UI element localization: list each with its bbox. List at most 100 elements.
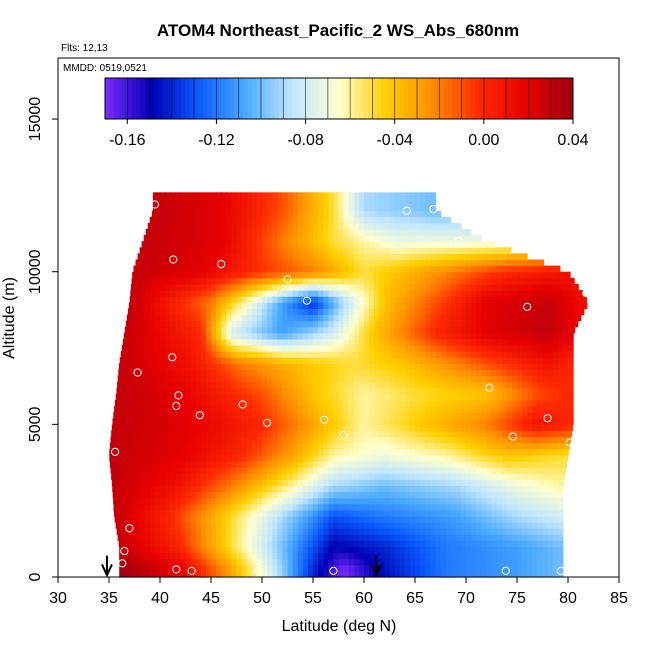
- heatmap-cell: [226, 228, 232, 236]
- heatmap-cell: [430, 540, 436, 548]
- heatmap-cell: [175, 375, 181, 383]
- heatmap-cell: [460, 283, 467, 291]
- heatmap-cell: [241, 283, 248, 291]
- heatmap-cell: [409, 338, 416, 346]
- heatmap-cell: [394, 253, 401, 261]
- heatmap-cell: [236, 235, 243, 242]
- heatmap-cell: [277, 412, 283, 419]
- heatmap-cell: [369, 479, 375, 487]
- heatmap-cell: [476, 564, 482, 572]
- heatmap-cell: [323, 491, 329, 499]
- heatmap-cell: [420, 491, 426, 499]
- heatmap-cell: [435, 375, 442, 383]
- heatmap-cell: [307, 308, 314, 316]
- heatmap-cell: [527, 357, 533, 364]
- heatmap-cell: [185, 290, 192, 297]
- heatmap-cell: [231, 363, 238, 370]
- heatmap-cell: [445, 235, 452, 242]
- heatmap-cell: [292, 448, 299, 456]
- heatmap-cell: [415, 363, 421, 370]
- heatmap-cell: [338, 259, 345, 267]
- heatmap-cell: [262, 271, 268, 279]
- heatmap-cell: [450, 503, 457, 511]
- heatmap-cell: [297, 534, 304, 541]
- heatmap-cell: [496, 564, 503, 572]
- heatmap-cell: [154, 253, 161, 261]
- heatmap-cell: [216, 528, 222, 535]
- heatmap-cell: [149, 296, 156, 303]
- heatmap-cell: [364, 308, 370, 316]
- heatmap-cell: [154, 314, 161, 322]
- heatmap-cell: [149, 332, 156, 340]
- heatmap-cell: [338, 332, 345, 340]
- heatmap-cell: [267, 479, 273, 487]
- heatmap-cell: [527, 351, 533, 358]
- heatmap-cell: [287, 491, 294, 499]
- heatmap-cell: [221, 271, 227, 279]
- heatmap-cell: [353, 338, 360, 346]
- heatmap-cell: [185, 570, 192, 578]
- heatmap-cell: [154, 271, 161, 279]
- heatmap-cell: [246, 235, 253, 242]
- heatmap-cell: [154, 351, 161, 358]
- heatmap-cell: [384, 320, 391, 328]
- heatmap-cell: [389, 497, 396, 505]
- heatmap-cell: [450, 570, 457, 578]
- heatmap-cell: [394, 381, 401, 389]
- heatmap-cell: [297, 479, 304, 487]
- heatmap-cell: [501, 369, 508, 377]
- heatmap-cell: [343, 235, 350, 242]
- heatmap-cell: [313, 406, 319, 413]
- heatmap-cell: [165, 296, 171, 303]
- heatmap-cell: [496, 393, 503, 401]
- heatmap-cell: [165, 338, 171, 346]
- heatmap-cell: [511, 332, 518, 340]
- heatmap-cell: [425, 265, 431, 273]
- heatmap-cell: [313, 491, 319, 499]
- heatmap-cell: [353, 473, 360, 480]
- heatmap-cell: [211, 241, 217, 248]
- heatmap-cell: [267, 430, 273, 438]
- heatmap-cell: [440, 338, 447, 346]
- heatmap-cell: [333, 253, 340, 261]
- heatmap-cell: [491, 442, 498, 450]
- heatmap-cell: [333, 277, 340, 285]
- heatmap-cell: [221, 332, 227, 340]
- heatmap-cell: [466, 290, 472, 297]
- heatmap-cell: [358, 412, 365, 419]
- heatmap-cell: [313, 308, 319, 316]
- heatmap-cell: [313, 460, 319, 468]
- heatmap-cell: [547, 332, 554, 340]
- heatmap-cell: [389, 418, 396, 425]
- heatmap-cell: [256, 540, 263, 548]
- heatmap-cell: [522, 387, 528, 395]
- heatmap-cell: [231, 302, 238, 309]
- heatmap-cell: [292, 357, 299, 364]
- heatmap-cell: [481, 534, 487, 541]
- heatmap-cell: [241, 546, 248, 554]
- heatmap-cell: [466, 338, 472, 346]
- heatmap-cell: [522, 564, 528, 572]
- heatmap-cell: [170, 326, 176, 334]
- heatmap-cell: [195, 442, 202, 450]
- heatmap-cell: [445, 540, 452, 548]
- heatmap-cell: [404, 393, 411, 401]
- heatmap-cell: [323, 406, 329, 413]
- heatmap-cell: [420, 247, 426, 254]
- heatmap-cell: [129, 442, 136, 450]
- heatmap-cell: [175, 235, 181, 242]
- heatmap-cell: [241, 534, 248, 541]
- heatmap-cell: [537, 454, 544, 462]
- heatmap-cell: [522, 271, 528, 279]
- heatmap-cell: [333, 473, 340, 480]
- heatmap-cell: [200, 283, 207, 291]
- heatmap-cell: [231, 454, 238, 462]
- heatmap-cell: [297, 467, 304, 474]
- heatmap-cell: [358, 314, 365, 322]
- heatmap-cell: [282, 430, 289, 438]
- heatmap-cell: [430, 344, 436, 352]
- heatmap-cell: [216, 265, 222, 273]
- heatmap-cell: [404, 296, 411, 303]
- heatmap-cell: [282, 357, 289, 364]
- heatmap-cell: [471, 357, 477, 364]
